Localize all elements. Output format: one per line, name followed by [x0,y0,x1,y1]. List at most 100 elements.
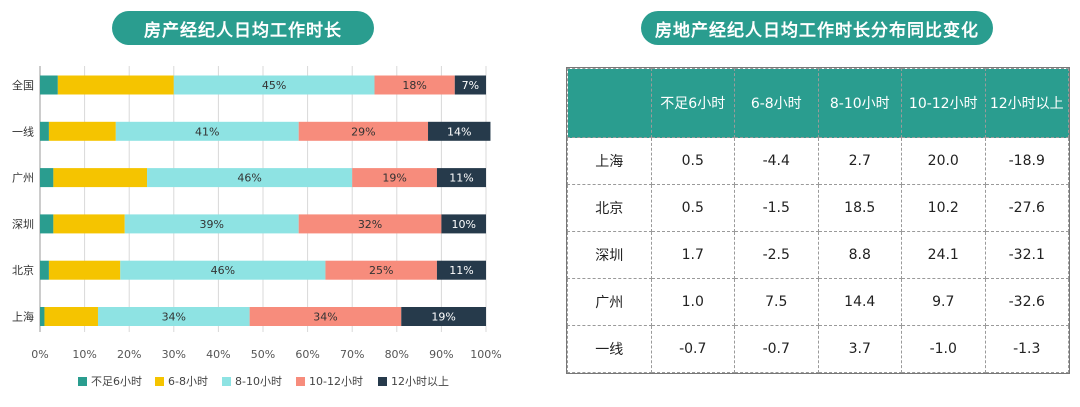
table-cell: -18.9 [984,137,1069,185]
row-label: 一线 [567,325,652,373]
data-label: 41% [195,125,219,138]
bar-segment [428,121,491,141]
bar-segment [173,75,375,95]
data-label: 11% [449,264,473,277]
data-label: 7% [462,79,479,92]
table-cell: -4.4 [734,137,819,185]
data-label: 19% [431,311,455,324]
table-cell: 1.0 [650,278,735,326]
x-tick-label: 60% [295,348,319,361]
bar-segment [374,75,455,95]
table-cell: -32.1 [984,231,1069,279]
bar-segment [147,168,353,188]
bar-segment [48,260,121,280]
table-cell: 0.5 [650,184,735,232]
bar-segment [40,214,54,234]
y-category-label: 一线 [12,124,34,138]
data-label: 32% [358,218,382,231]
bar-segment [40,121,49,141]
bar-segment [401,307,486,326]
header-cell: 12小时以上 [984,68,1069,138]
table-cell: 9.7 [901,278,986,326]
table-cell: -1.0 [901,325,986,373]
data-label: 19% [382,172,406,185]
bar-segment [40,260,49,280]
legend-swatch [378,377,387,386]
x-tick-label: 40% [206,348,230,361]
legend-label: 不足6小时 [91,375,142,388]
table-cell: -1.3 [984,325,1069,373]
bar-segment [48,121,116,141]
legend-label: 6-8小时 [168,375,208,388]
y-category-label: 北京 [12,263,34,277]
row-label: 深圳 [567,231,652,279]
table-cell: -2.5 [734,231,819,279]
table-cell: 18.5 [817,184,902,232]
bar-segment [124,214,299,234]
bar-segment [53,168,148,188]
table-row: 深圳 1.7 -2.5 8.8 24.1 -32.1 [567,231,1069,279]
bar-segment [249,307,402,326]
x-tick-label: 10% [72,348,96,361]
table-title: 房地产经纪人日均工作时长分布同比变化 [641,11,993,45]
y-category-label: 广州 [12,172,34,185]
data-label: 25% [369,264,393,277]
legend-label: 8-10小时 [235,375,282,388]
x-tick-label: 100% [470,348,501,361]
bar-segment [40,307,45,326]
bar-segment [325,260,437,280]
bar-segment [115,121,299,141]
table-row: 北京 0.5 -1.5 18.5 10.2 -27.6 [567,184,1069,232]
data-label: 34% [162,311,186,324]
table-header-row: 不足6小时 6-8小时 8-10小时 10-12小时 12小时以上 [567,68,1069,138]
table-cell: -32.6 [984,278,1069,326]
row-label: 广州 [567,278,652,326]
bar-segment [53,214,125,234]
row-label: 上海 [567,137,652,185]
x-tick-label: 30% [162,348,186,361]
table-cell: 14.4 [817,278,902,326]
table-cell: 1.7 [650,231,735,279]
header-cell: 8-10小时 [817,68,902,138]
x-tick-label: 70% [340,348,364,361]
bar-segment [40,75,58,95]
bar-segment [298,214,442,234]
table-cell: 20.0 [901,137,986,185]
table-cell: 8.8 [817,231,902,279]
legend-label: 10-12小时 [309,375,363,388]
bar-segment [57,75,174,95]
legend-swatch [155,377,164,386]
table-cell: -0.7 [650,325,735,373]
data-label: 29% [351,125,375,138]
table-cell: -0.7 [734,325,819,373]
table-cell: 10.2 [901,184,986,232]
yoy-change-table: 不足6小时 6-8小时 8-10小时 10-12小时 12小时以上 上海 0.5… [566,67,1070,374]
legend-label: 12小时以上 [391,375,449,388]
bar-segment [120,260,326,280]
bar-segment [298,121,429,141]
x-tick-label: 50% [251,348,275,361]
data-label: 34% [313,311,337,324]
table-cell: 0.5 [650,137,735,185]
data-label: 14% [447,125,471,138]
table-row: 一线 -0.7 -0.7 3.7 -1.0 -1.3 [567,325,1069,373]
bar-segment [97,307,250,326]
bar-segment [436,260,486,280]
y-category-label: 上海 [12,310,34,324]
header-cell [567,68,652,138]
x-tick-label: 80% [385,348,409,361]
legend-swatch [222,377,231,386]
bar-segment [352,168,437,188]
x-tick-label: 0% [31,348,48,361]
header-cell: 6-8小时 [734,68,819,138]
table-row: 广州 1.0 7.5 14.4 9.7 -32.6 [567,278,1069,326]
bar-segment [441,214,486,234]
bar-segment [436,168,486,188]
data-label: 18% [402,79,426,92]
bar-segment [454,75,486,95]
table-cell: 3.7 [817,325,902,373]
header-cell: 不足6小时 [650,68,735,138]
table-cell: 2.7 [817,137,902,185]
table-cell: -27.6 [984,184,1069,232]
x-tick-label: 90% [429,348,453,361]
